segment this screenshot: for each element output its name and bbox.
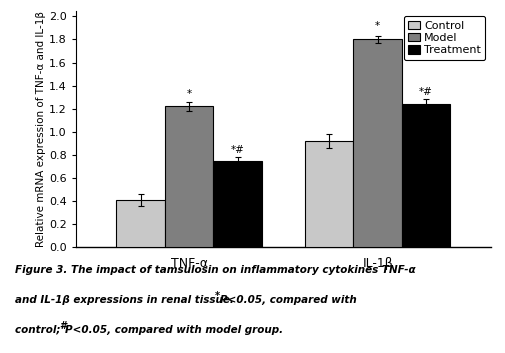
Bar	[352, 40, 401, 247]
Bar	[116, 200, 165, 247]
Y-axis label: Relative mRNA expression of TNF-α and IL-1β: Relative mRNA expression of TNF-α and IL…	[36, 11, 46, 247]
Bar	[401, 104, 449, 247]
Text: control;: control;	[15, 325, 64, 335]
Text: P<0.05, compared with: P<0.05, compared with	[220, 295, 356, 305]
Text: *#: *#	[230, 145, 244, 155]
Text: #: #	[59, 321, 66, 331]
Text: and IL-1β expressions in renal tissue.: and IL-1β expressions in renal tissue.	[15, 295, 237, 305]
Bar	[165, 106, 213, 247]
Legend: Control, Model, Treatment: Control, Model, Treatment	[403, 16, 484, 60]
Text: *: *	[374, 22, 379, 31]
Bar	[305, 141, 352, 247]
Text: P<0.05, compared with model group.: P<0.05, compared with model group.	[65, 325, 283, 335]
Text: *: *	[186, 89, 191, 99]
Text: *#: *#	[418, 87, 432, 97]
Text: *: *	[215, 291, 220, 301]
Text: Figure 3. The impact of tamsulosin on inflammatory cytokines TNF-α: Figure 3. The impact of tamsulosin on in…	[15, 265, 415, 275]
Bar	[213, 161, 261, 247]
